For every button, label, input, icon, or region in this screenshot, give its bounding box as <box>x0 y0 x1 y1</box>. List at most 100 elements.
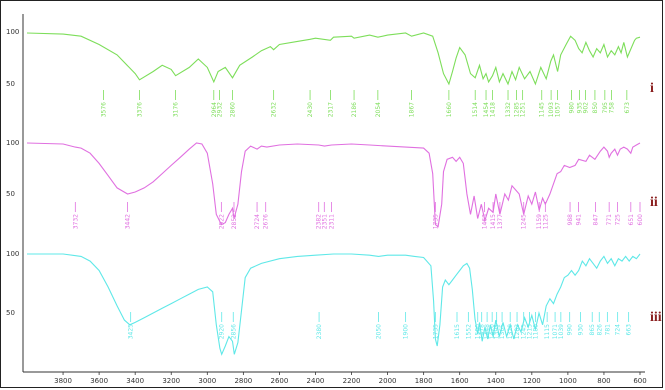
peak-label: 1071 <box>552 324 559 339</box>
peak-label: 1159 <box>536 214 543 229</box>
peak-label: 1251 <box>520 102 527 117</box>
peak-label: 1463 <box>481 214 488 229</box>
peak-label: 1418 <box>490 102 497 117</box>
peak-label: 865 <box>589 324 596 336</box>
peak-label: 3732 <box>72 214 79 229</box>
x-tick-label: 1200 <box>523 377 541 385</box>
peak-label: 1093 <box>548 102 555 117</box>
y-tick-label: 100 <box>6 28 19 36</box>
panel-label: ii <box>650 195 658 210</box>
x-tick-label: 2400 <box>307 377 325 385</box>
peak-label: 2856 <box>230 324 237 339</box>
peak-label: 1454 <box>483 102 490 117</box>
peak-label: 2632 <box>271 102 278 117</box>
peak-label: 2920 <box>219 324 226 339</box>
peak-label: 2676 <box>263 214 270 229</box>
y-tick-label: 50 <box>6 80 15 88</box>
x-tick-label: 2200 <box>343 377 361 385</box>
x-axis-ticks: 3800 3600 3400 3200 3000 2800 2600 2400 2200 2000… <box>54 372 647 385</box>
peak-label: 1395 <box>494 324 501 339</box>
peak-label: 2430 <box>307 102 314 117</box>
peak-label: 651 <box>628 214 635 226</box>
peak-label: 1282 <box>514 324 521 339</box>
x-tick-label: 3800 <box>54 377 72 385</box>
peak-label: 1115 <box>544 324 551 339</box>
peak-label: 826 <box>596 324 603 336</box>
peak-label: 935 <box>577 102 584 114</box>
x-tick-label: 2800 <box>234 377 252 385</box>
peak-label: 1900 <box>403 324 410 339</box>
peak-label: 1125 <box>542 214 549 229</box>
peak-label: 2311 <box>329 214 336 229</box>
peak-label: 930 <box>578 324 585 336</box>
peak-label: 3425 <box>128 324 135 339</box>
peak-label: 2922 <box>218 214 225 229</box>
peak-label: 988 <box>567 214 574 226</box>
peak-label: 1615 <box>454 324 461 339</box>
peak-label: 1660 <box>446 102 453 117</box>
y-tick-label: 50 <box>6 309 15 317</box>
peak-label: 3576 <box>100 102 107 117</box>
peak-label: 980 <box>568 102 575 114</box>
panel-label: i <box>650 81 654 96</box>
x-tick-label: 3400 <box>126 377 144 385</box>
x-tick-label: 800 <box>597 377 610 385</box>
peak-label: 847 <box>592 214 599 226</box>
peak-label: 1448 <box>484 324 491 339</box>
peak-label: 1332 <box>505 102 512 117</box>
peak-label: 795 <box>602 102 609 114</box>
peak-label: 724 <box>615 324 622 336</box>
x-tick-label: 2000 <box>379 377 397 385</box>
peak-label: 902 <box>583 102 590 114</box>
spectrum-line <box>26 142 641 228</box>
peak-label: 1420 <box>489 324 496 339</box>
y-tick-label: 100 <box>6 139 19 147</box>
x-tick-label: 600 <box>633 377 646 385</box>
peak-label: 2050 <box>376 324 383 339</box>
peak-label: 771 <box>606 214 613 226</box>
peak-label: 758 <box>609 102 616 114</box>
series-3: 3425 2920 2856 2380 2050 1900 1735 1615 1552 1500… <box>27 253 662 356</box>
y-axis-ticks: 100 50 100 50 100 50 <box>6 28 19 317</box>
peak-label: 941 <box>576 214 583 226</box>
peak-label: 2186 <box>351 102 358 117</box>
peak-label: 2852 <box>231 214 238 229</box>
peak-label: 2054 <box>375 102 382 117</box>
peak-label: 2860 <box>230 102 237 117</box>
x-tick-label: 1800 <box>415 377 433 385</box>
peak-label: 725 <box>614 214 621 226</box>
peak-label: 1377 <box>497 214 504 229</box>
peak-label: 1180 <box>532 324 539 339</box>
peak-label: 1145 <box>539 102 546 117</box>
peak-label: 3442 <box>125 214 132 229</box>
spectrum-line <box>26 32 641 86</box>
peak-label: 1478 <box>479 324 486 339</box>
peak-label: 990 <box>567 324 574 336</box>
peak-label: 1320 <box>507 324 514 339</box>
peak-label: 2317 <box>327 102 334 117</box>
peak-label: 2351 <box>321 214 328 229</box>
peak-label: 1500 <box>475 324 482 339</box>
peak-label: 663 <box>626 324 633 336</box>
peak-label: 781 <box>604 324 611 336</box>
peak-label: 1415 <box>490 214 497 229</box>
peak-label: 3376 <box>137 102 144 117</box>
peak-label: 1867 <box>409 102 416 117</box>
peak-label: 1285 <box>513 102 520 117</box>
x-tick-label: 1000 <box>559 377 577 385</box>
peak-label: 1245 <box>521 214 528 229</box>
peak-label: 850 <box>592 102 599 114</box>
y-tick-label: 100 <box>6 250 19 258</box>
x-tick-label: 3600 <box>90 377 108 385</box>
panel-label: iii <box>650 310 662 325</box>
peak-label: 1213 <box>526 324 533 339</box>
peak-label: 1552 <box>465 324 472 339</box>
peak-label: 2932 <box>217 102 224 117</box>
peak-label: 1365 <box>499 324 506 339</box>
peak-label: 3176 <box>173 102 180 117</box>
